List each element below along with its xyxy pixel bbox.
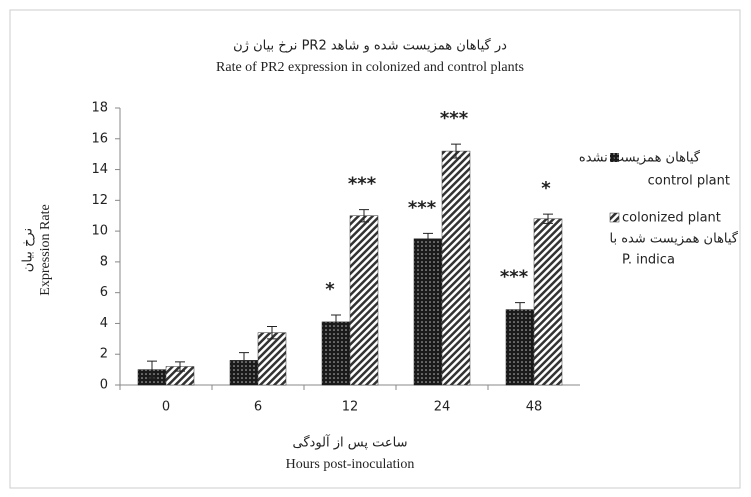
y-tick-label: 10 [91, 224, 108, 239]
chart-title: Rate of PR2 expression in colonized and … [216, 60, 524, 75]
significance-label: * [325, 279, 335, 300]
y-tick-label: 0 [100, 378, 108, 393]
y-axis-label-fa: نرخ بیان [21, 228, 36, 272]
y-tick-label: 4 [100, 316, 108, 331]
error-bar [267, 326, 277, 340]
x-tick-label: 12 [342, 400, 359, 415]
x-tick-label: 0 [162, 400, 170, 415]
legend-label-fa: گیاهان همزیست نشده [579, 150, 701, 166]
bar [441, 150, 471, 386]
error-bar [543, 213, 553, 224]
y-tick-label: 16 [91, 131, 108, 146]
chart-title-fa: نرخ بیان ژن PR2 در گیاهان همزیست شده و ش… [233, 38, 507, 54]
y-tick-label: 18 [91, 101, 108, 116]
error-bar [451, 143, 461, 159]
significance-label: *** [500, 267, 529, 288]
y-tick-label: 14 [91, 162, 108, 177]
error-bar [359, 209, 369, 223]
y-tick-label: 6 [100, 285, 108, 300]
legend-label: colonized plant [622, 211, 721, 226]
bar [533, 218, 563, 386]
x-tick-label: 24 [434, 400, 451, 415]
y-tick-label: 8 [100, 254, 108, 269]
significance-label: *** [408, 197, 437, 218]
significance-label: *** [440, 108, 469, 129]
y-axis-label: Expression Rate [38, 204, 53, 295]
error-bar [331, 314, 341, 330]
error-bar [239, 352, 249, 369]
bar [413, 238, 443, 386]
y-tick-label: 2 [100, 347, 108, 362]
bar [321, 321, 351, 386]
legend-label-fa: گیاهان همزیست شده با [610, 231, 739, 247]
bar [349, 215, 379, 386]
significance-label: * [541, 178, 551, 199]
significance-label: *** [348, 174, 377, 195]
error-bar [147, 360, 157, 379]
bar [257, 332, 287, 386]
legend-swatch [609, 212, 620, 223]
x-tick-label: 48 [526, 400, 543, 415]
error-bar [515, 302, 525, 318]
y-tick-label: 12 [91, 193, 108, 208]
error-bar [175, 361, 185, 372]
x-axis-label: Hours post-inoculation [286, 457, 415, 472]
legend-label-extra: P. indica [622, 253, 675, 268]
legend-swatch [610, 153, 619, 162]
bar [505, 309, 535, 386]
error-bar [423, 232, 433, 245]
legend-label: control plant [648, 174, 730, 189]
x-axis-label-fa: ساعت پس از آلودگی [293, 434, 408, 451]
x-tick-label: 6 [254, 400, 262, 415]
